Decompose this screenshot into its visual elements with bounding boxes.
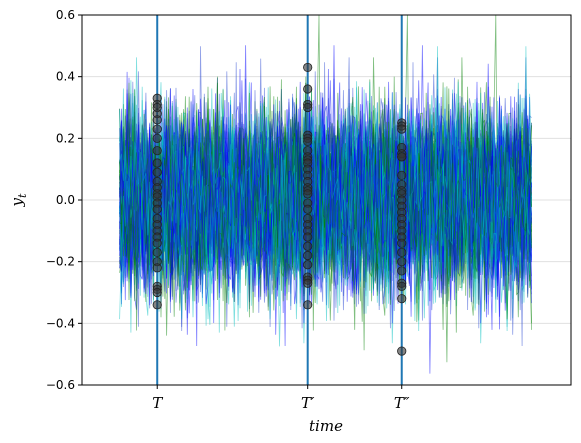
marker-point <box>303 241 313 251</box>
marker-point <box>397 247 407 258</box>
x-tick-label: T″ <box>394 394 410 412</box>
marker-point <box>303 84 313 94</box>
marker-point <box>397 281 407 291</box>
marker-point <box>152 115 162 125</box>
x-axis-ticks: T T′ T″ <box>152 385 410 412</box>
marker-point <box>152 124 162 134</box>
marker-point <box>303 204 313 214</box>
y-tick-label: 0.0 <box>56 193 75 207</box>
marker-point <box>397 294 407 304</box>
y-tick-label: −0.6 <box>46 378 75 392</box>
series-lines <box>119 15 532 374</box>
y-tick-label: −0.4 <box>46 316 75 330</box>
marker-point <box>303 189 313 199</box>
marker-point <box>397 266 407 276</box>
marker-point <box>397 124 407 134</box>
y-tick-label: 0.6 <box>56 8 75 22</box>
marker-point <box>397 257 407 267</box>
marker-point <box>303 260 313 270</box>
marker-point <box>152 300 162 310</box>
marker-point <box>303 62 313 73</box>
marker-point <box>303 232 313 242</box>
marker-point <box>152 238 162 248</box>
y-tick-label: 0.4 <box>56 70 75 84</box>
x-tick-label: T′ <box>301 394 315 412</box>
marker-point <box>303 278 313 288</box>
x-axis-label: time <box>309 417 343 435</box>
y-tick-label: −0.2 <box>46 255 75 269</box>
marker-point <box>397 238 407 248</box>
marker-point <box>152 133 162 143</box>
marker-point <box>303 300 313 310</box>
marker-point <box>303 250 313 261</box>
marker-point <box>152 247 162 258</box>
svg-text:yt: yt <box>8 193 29 207</box>
marker-point <box>152 158 162 168</box>
y-axis-label: yt <box>8 193 29 207</box>
marker-point <box>152 263 162 273</box>
marker-points <box>152 62 407 356</box>
marker-point <box>397 152 407 162</box>
marker-point <box>397 346 407 356</box>
marker-point <box>397 170 407 180</box>
x-tick-label: T <box>152 394 163 412</box>
marker-point <box>152 204 162 214</box>
y-tick-label: 0.2 <box>56 131 75 145</box>
marker-point <box>303 102 313 113</box>
series-line <box>119 88 532 305</box>
marker-point <box>303 136 313 147</box>
y-axis-label-subscript: t <box>16 193 29 198</box>
y-axis-label-main: y <box>8 197 26 207</box>
marker-point <box>152 287 162 298</box>
y-axis-ticks: −0.6 −0.4 −0.2 0.0 0.2 0.4 0.6 <box>46 8 82 392</box>
marker-point <box>152 167 162 177</box>
marker-point <box>152 146 162 156</box>
